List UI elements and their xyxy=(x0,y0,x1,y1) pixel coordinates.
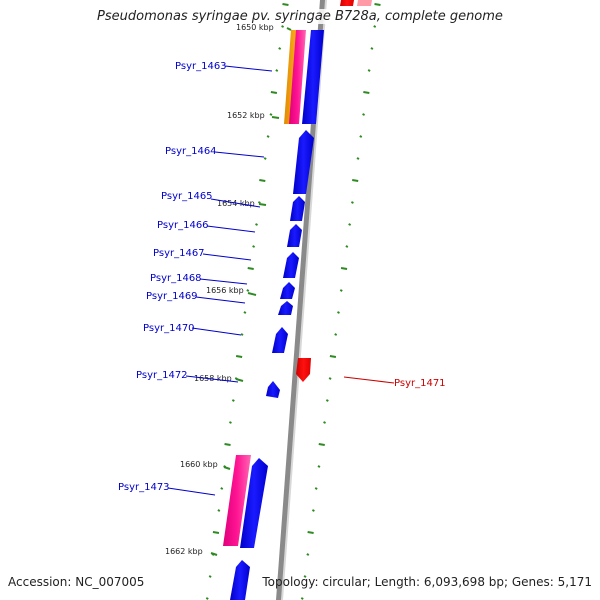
backbone-line xyxy=(276,0,327,600)
tick-mark xyxy=(329,355,337,358)
tick-mark xyxy=(255,223,258,226)
outer-tick-track xyxy=(300,3,381,600)
kbp-scale: 1650 kbp 1652 kbp 1654 kbp 1656 kbp 1658… xyxy=(165,23,292,556)
cds-psyr-1465[interactable] xyxy=(290,196,305,221)
reverse-cds-top-a[interactable] xyxy=(340,0,354,6)
gene-label-psyr-1467[interactable]: Psyr_1467 xyxy=(153,248,205,259)
reverse-cds-top-b[interactable] xyxy=(357,0,372,6)
cds-psyr-1472[interactable] xyxy=(266,381,280,398)
tick-mark xyxy=(317,465,321,468)
tick-mark xyxy=(217,509,221,512)
rna-feature-1463[interactable] xyxy=(289,30,306,124)
tick-mark xyxy=(278,47,282,50)
tick-mark xyxy=(307,531,314,534)
feature-track xyxy=(223,0,372,600)
tick-mark xyxy=(352,179,359,182)
cds-psyr-1469[interactable] xyxy=(278,301,293,315)
tick-mark xyxy=(359,135,363,138)
tick-mark xyxy=(339,289,343,292)
tick-mark xyxy=(235,355,243,358)
tick-mark xyxy=(325,399,329,402)
tick-mark xyxy=(220,487,224,490)
tick-mark xyxy=(257,201,261,204)
tick-mark xyxy=(246,289,250,292)
tick-mark xyxy=(228,421,232,424)
gene-label-psyr-1471[interactable]: Psyr_1471 xyxy=(394,378,446,389)
cds-psyr-1470[interactable] xyxy=(272,327,288,353)
kbp-label-1652: 1652 kbp xyxy=(227,111,265,120)
tick-mark xyxy=(270,91,278,94)
gene-label-psyr-1472[interactable]: Psyr_1472 xyxy=(136,370,188,381)
tick-mark xyxy=(350,201,354,204)
gene-label-psyr-1466[interactable]: Psyr_1466 xyxy=(157,220,209,231)
cds-bottom-partial[interactable] xyxy=(230,560,250,600)
tick-mark xyxy=(318,443,325,446)
tick-mark xyxy=(328,377,332,380)
cds-psyr-1467[interactable] xyxy=(283,252,299,278)
tick-mark xyxy=(340,267,348,270)
kbp-label-1658: 1658 kbp xyxy=(194,374,232,383)
tick-mark xyxy=(373,25,377,28)
tick-mark xyxy=(345,245,349,248)
tick-mark xyxy=(337,311,340,314)
tick-mark xyxy=(275,69,279,72)
tick-mark xyxy=(370,47,374,50)
gene-label-psyr-1473[interactable]: Psyr_1473 xyxy=(118,482,170,493)
inner-tick-track xyxy=(205,3,289,600)
kbp-label-1662: 1662 kbp xyxy=(165,547,203,556)
tick-mark xyxy=(205,597,209,600)
tick-mark xyxy=(240,333,244,336)
tick-mark xyxy=(224,443,231,446)
gene-label-psyr-1468[interactable]: Psyr_1468 xyxy=(150,273,202,284)
tick-mark xyxy=(374,3,381,6)
tick-mark xyxy=(356,157,360,160)
kbp-label-1660: 1660 kbp xyxy=(180,460,218,469)
tick-mark xyxy=(269,113,273,116)
tick-mark xyxy=(306,553,310,556)
tick-mark xyxy=(252,245,256,248)
tick-mark xyxy=(348,223,352,226)
cds-psyr-1464[interactable] xyxy=(293,130,314,194)
gene-label-psyr-1469[interactable]: Psyr_1469 xyxy=(146,291,198,302)
tick-mark xyxy=(362,113,366,116)
gene-label-psyr-1463[interactable]: Psyr_1463 xyxy=(175,61,227,72)
accession-text: Accession: NC_007005 xyxy=(8,575,145,589)
gene-label-psyr-1470[interactable]: Psyr_1470 xyxy=(143,323,195,334)
tick-mark xyxy=(367,69,371,72)
tick-mark xyxy=(334,333,338,336)
tick-mark xyxy=(281,25,285,28)
topology-text: Topology: circular; Length: 6,093,698 bp… xyxy=(262,575,592,589)
tick-mark xyxy=(263,157,267,160)
tick-mark xyxy=(363,91,370,94)
tick-mark xyxy=(311,509,315,512)
cds-psyr-1473[interactable] xyxy=(240,458,268,548)
cds-psyr-1463[interactable] xyxy=(302,30,324,124)
genome-title: Pseudomonas syringae pv. syringae B728a,… xyxy=(0,9,600,24)
cds-psyr-1468[interactable] xyxy=(280,282,295,299)
kbp-label-1656: 1656 kbp xyxy=(206,286,244,295)
tick-mark xyxy=(231,399,235,402)
tick-mark xyxy=(259,179,266,182)
tick-mark xyxy=(212,531,220,534)
gene-labels: Psyr_1463 Psyr_1464 Psyr_1465 Psyr_1466 … xyxy=(118,61,446,496)
tick-mark xyxy=(208,575,212,578)
gene-label-psyr-1464[interactable]: Psyr_1464 xyxy=(165,146,217,157)
cds-psyr-1466[interactable] xyxy=(287,224,302,247)
tick-mark xyxy=(282,3,289,6)
tick-mark xyxy=(243,311,247,314)
rna-feature-1473[interactable] xyxy=(223,455,251,546)
tick-mark xyxy=(247,267,254,270)
gene-label-psyr-1465[interactable]: Psyr_1465 xyxy=(161,191,213,202)
kbp-label-1650: 1650 kbp xyxy=(236,23,274,32)
tick-mark xyxy=(300,597,304,600)
tick-mark xyxy=(266,135,270,138)
tick-mark xyxy=(314,487,318,490)
tick-mark xyxy=(303,575,307,578)
tick-mark xyxy=(323,421,326,424)
cds-psyr-1471[interactable] xyxy=(296,358,311,382)
